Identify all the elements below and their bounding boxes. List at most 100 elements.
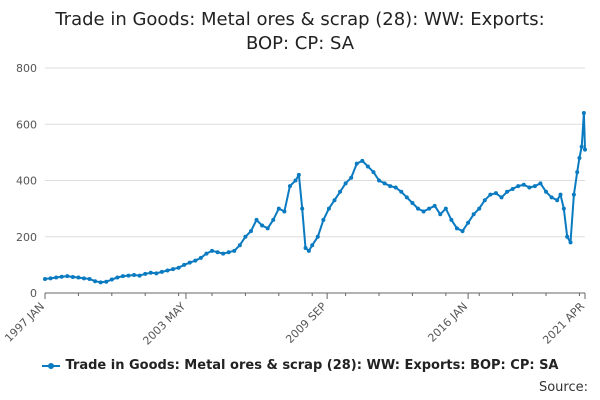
data-point[interactable] — [171, 267, 176, 272]
data-point[interactable] — [310, 243, 315, 248]
data-point[interactable] — [154, 271, 159, 276]
data-point[interactable] — [349, 175, 354, 180]
data-point[interactable] — [148, 270, 153, 275]
data-point[interactable] — [165, 268, 170, 273]
data-point[interactable] — [143, 271, 148, 276]
data-point[interactable] — [215, 250, 220, 255]
data-point[interactable] — [198, 255, 203, 260]
data-point[interactable] — [265, 226, 270, 231]
data-point[interactable] — [432, 203, 437, 208]
data-point[interactable] — [210, 248, 215, 253]
data-point[interactable] — [466, 220, 471, 225]
data-point[interactable] — [527, 185, 532, 190]
data-point[interactable] — [81, 276, 86, 281]
data-point[interactable] — [565, 234, 570, 239]
data-point[interactable] — [579, 144, 584, 149]
data-point[interactable] — [421, 209, 426, 214]
data-point[interactable] — [132, 273, 137, 277]
data-point[interactable] — [282, 209, 287, 214]
legend[interactable]: Trade in Goods: Metal ores & scrap (28):… — [0, 358, 600, 373]
data-point[interactable] — [260, 223, 265, 228]
data-point[interactable] — [499, 195, 504, 200]
data-point[interactable] — [137, 273, 142, 278]
data-point[interactable] — [510, 186, 515, 191]
data-point[interactable] — [575, 170, 580, 175]
data-point[interactable] — [271, 217, 276, 222]
data-point[interactable] — [561, 206, 566, 211]
data-point[interactable] — [221, 251, 226, 256]
data-point[interactable] — [393, 185, 398, 190]
data-point[interactable] — [248, 229, 253, 234]
data-point[interactable] — [555, 198, 560, 203]
data-point[interactable] — [354, 161, 359, 166]
data-point[interactable] — [581, 111, 586, 115]
data-point[interactable] — [120, 274, 125, 279]
data-point[interactable] — [306, 248, 311, 253]
data-point[interactable] — [332, 198, 337, 203]
data-point[interactable] — [343, 181, 348, 186]
data-point[interactable] — [482, 198, 487, 203]
data-point[interactable] — [204, 251, 209, 256]
data-point[interactable] — [443, 206, 448, 211]
data-point[interactable] — [237, 243, 242, 248]
data-point[interactable] — [371, 170, 376, 175]
data-point[interactable] — [126, 273, 131, 278]
data-point[interactable] — [243, 234, 248, 239]
data-point[interactable] — [521, 182, 526, 187]
data-point[interactable] — [388, 184, 393, 189]
data-point[interactable] — [544, 189, 549, 194]
data-point[interactable] — [558, 192, 563, 197]
data-point[interactable] — [293, 178, 298, 183]
data-point[interactable] — [70, 274, 75, 279]
data-point[interactable] — [454, 226, 459, 231]
data-point[interactable] — [449, 217, 454, 222]
data-point[interactable] — [577, 156, 582, 160]
data-point[interactable] — [326, 206, 331, 211]
data-point[interactable] — [549, 195, 554, 200]
data-point[interactable] — [488, 192, 493, 197]
data-point[interactable] — [59, 274, 64, 279]
data-point[interactable] — [583, 147, 587, 152]
data-point[interactable] — [276, 206, 281, 211]
data-point[interactable] — [410, 201, 415, 205]
data-point[interactable] — [382, 181, 387, 186]
data-point[interactable] — [287, 184, 292, 189]
data-point[interactable] — [404, 195, 409, 200]
data-point[interactable] — [568, 240, 573, 245]
data-point[interactable] — [365, 164, 370, 169]
data-point[interactable] — [493, 191, 498, 196]
data-point[interactable] — [505, 189, 510, 194]
data-point[interactable] — [115, 275, 120, 280]
data-point[interactable] — [76, 275, 81, 280]
data-point[interactable] — [87, 276, 92, 281]
data-point[interactable] — [532, 184, 537, 189]
data-point[interactable] — [254, 217, 259, 222]
data-point[interactable] — [377, 178, 382, 183]
data-point[interactable] — [193, 258, 198, 263]
data-point[interactable] — [104, 279, 109, 284]
data-point[interactable] — [516, 184, 521, 189]
data-point[interactable] — [187, 260, 192, 265]
data-point[interactable] — [399, 189, 404, 194]
data-point[interactable] — [232, 248, 237, 253]
data-point[interactable] — [415, 206, 420, 211]
data-point[interactable] — [43, 276, 47, 281]
data-point[interactable] — [159, 269, 164, 274]
data-point[interactable] — [571, 192, 576, 197]
data-point[interactable] — [321, 217, 326, 222]
data-point[interactable] — [315, 234, 320, 239]
data-point[interactable] — [427, 206, 432, 211]
data-point[interactable] — [65, 274, 70, 279]
data-point[interactable] — [48, 276, 53, 281]
data-point[interactable] — [182, 262, 187, 267]
data-point[interactable] — [226, 250, 231, 255]
data-point[interactable] — [460, 229, 465, 234]
data-point[interactable] — [296, 172, 301, 177]
data-point[interactable] — [98, 280, 103, 285]
data-point[interactable] — [360, 158, 365, 163]
data-point[interactable] — [338, 189, 343, 194]
data-point[interactable] — [54, 275, 59, 280]
data-point[interactable] — [176, 265, 181, 270]
data-point[interactable] — [303, 246, 308, 250]
data-point[interactable] — [300, 206, 305, 211]
